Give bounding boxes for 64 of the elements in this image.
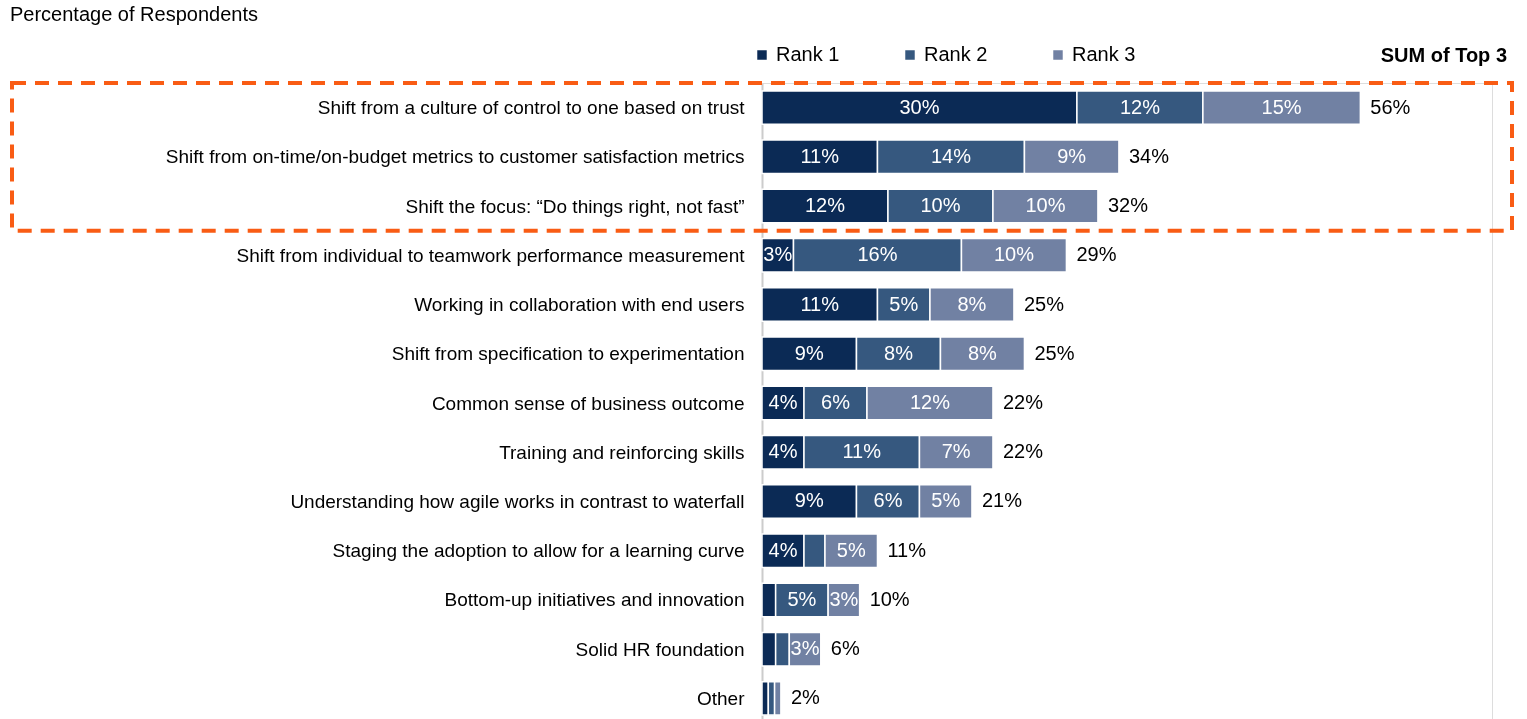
y-tick-label: Other — [696, 687, 746, 709]
data-label: 5% — [787, 587, 817, 610]
data-label: 5% — [931, 489, 961, 512]
total-label: 25% — [1023, 292, 1065, 315]
data-label: 5% — [836, 538, 866, 561]
y-tick-label: Training and reinforcing skills — [499, 441, 745, 463]
data-label: 9% — [794, 489, 824, 512]
y-tick-label: Working in collaboration with end users — [414, 294, 745, 316]
data-label: 11% — [800, 292, 840, 315]
text: SUM of Top 3 — [1380, 44, 1507, 66]
total-label: 25% — [1034, 341, 1075, 364]
total-label: 22% — [1002, 391, 1044, 413]
data-label: 6% — [873, 489, 903, 512]
total-label: 10% — [869, 587, 910, 610]
data-label: 14% — [930, 144, 972, 167]
data-label: 8% — [968, 341, 998, 364]
total-label: 22% — [1002, 440, 1044, 463]
data-label: 6% — [821, 391, 851, 413]
data-label: 4% — [768, 440, 798, 463]
data-label: 8% — [957, 292, 987, 315]
data-label: 9% — [794, 341, 824, 364]
y-tick-label: Shift from individual to teamwork performance measurement — [236, 244, 746, 266]
data-label: 11% — [800, 144, 840, 167]
text: Percentage of Respondents — [10, 3, 258, 25]
total-label: 34% — [1128, 144, 1170, 167]
y-tick-label: Shift from specification to experimentation — [391, 343, 745, 365]
y-tick-label: Common sense of business outcome — [431, 392, 745, 414]
total-label: 29% — [1076, 243, 1117, 266]
y-tick-label: Shift from on-time/on-budget metrics to customer satisfaction metrics — [165, 146, 745, 168]
data-label: 3% — [763, 243, 793, 266]
data-label: 12% — [804, 194, 846, 217]
total-label: 21% — [981, 489, 1023, 512]
data-label: 12% — [909, 391, 951, 413]
y-tick-label: Understanding how agile works in contrast to waterfall — [290, 490, 745, 512]
data-label: 7% — [941, 440, 971, 463]
data-label: 10% — [920, 194, 961, 217]
data-label: 10% — [993, 243, 1035, 266]
data-label: 5% — [889, 292, 919, 315]
data-label: 15% — [1261, 95, 1302, 118]
data-label: 3% — [829, 587, 859, 610]
legend-label: Rank 2 — [924, 43, 988, 65]
data-label: 8% — [884, 341, 914, 364]
data-label: 10% — [1025, 194, 1066, 217]
y-tick-label: Shift from a culture of control to one based on trust — [317, 97, 746, 119]
data-label: 4% — [768, 391, 798, 413]
data-label: 11% — [842, 440, 882, 463]
data-label: 3% — [790, 637, 820, 660]
y-tick-label: Staging the adoption to allow for a learning curve — [332, 540, 745, 562]
y-tick-label: Solid HR foundation — [575, 638, 745, 660]
bar — [761, 680, 770, 716]
total-label: 11% — [887, 538, 927, 561]
total-label: 6% — [830, 637, 860, 660]
legend-label: Rank 3 — [1072, 43, 1136, 65]
data-label: 16% — [857, 243, 898, 266]
legend-label: Rank 1 — [776, 43, 840, 65]
data-label: 9% — [1057, 144, 1087, 167]
y-tick-label: Bottom-up initiatives and innovation — [444, 589, 745, 611]
data-label: 12% — [1119, 95, 1161, 118]
total-label: 32% — [1107, 194, 1149, 217]
data-label: 30% — [899, 95, 940, 118]
data-label: 4% — [768, 538, 798, 561]
y-tick-label: Shift the focus: “Do things right, not fast” — [405, 195, 745, 217]
total-label: 2% — [790, 686, 821, 709]
total-label: 56% — [1370, 95, 1411, 118]
